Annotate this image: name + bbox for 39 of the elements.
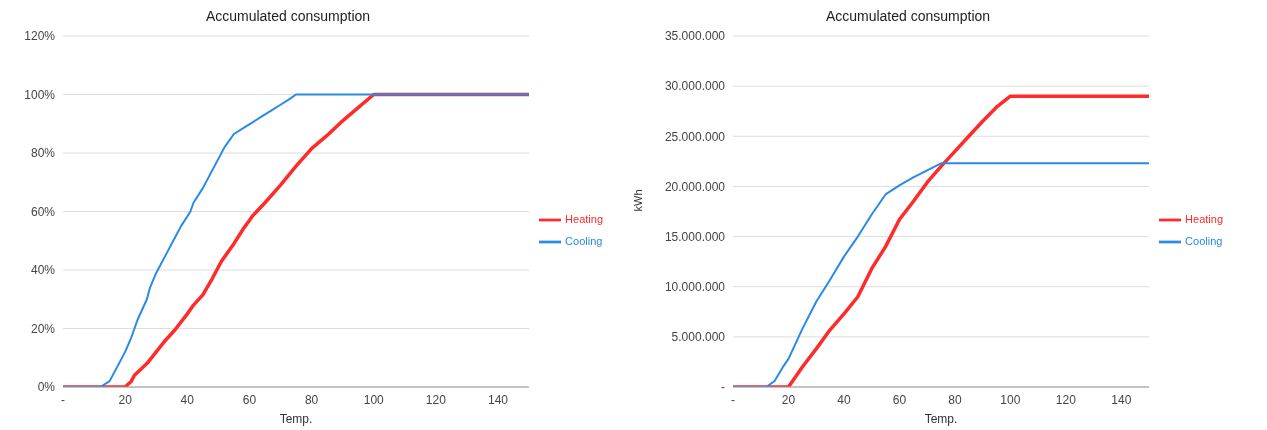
y-tick-label: 120% xyxy=(24,29,56,44)
x-tick-label: 120 xyxy=(425,392,447,407)
legend-label: Heating xyxy=(1185,212,1223,225)
x-tick-label: 120 xyxy=(1055,392,1077,407)
y-tick-label: 30.000.000 xyxy=(664,79,726,94)
x-tick-label: 80 xyxy=(948,392,962,407)
legend-label: Heating xyxy=(565,212,603,225)
x-tick-label: 100 xyxy=(363,392,385,407)
x-tick-label: 20 xyxy=(118,392,133,407)
y-tick-label: 100% xyxy=(24,87,56,102)
x-tick-label: 80 xyxy=(304,392,319,407)
y-tick-label: 10.000.000 xyxy=(664,279,726,294)
legend-label: Cooling xyxy=(1185,234,1223,247)
chart-title: Accumulated consumption xyxy=(824,8,992,26)
x-axis-title: Temp. xyxy=(279,412,313,426)
chart-title: Accumulated consumption xyxy=(204,8,372,26)
y-tick-label: 25.000.000 xyxy=(664,129,726,144)
legend-label: Cooling xyxy=(565,234,603,247)
y-axis-title: kWh xyxy=(631,189,644,212)
y-tick-label: 80% xyxy=(30,146,56,161)
y-tick-label: 0% xyxy=(37,380,56,395)
x-tick-label: 40 xyxy=(837,392,851,407)
y-tick-label: 15.000.000 xyxy=(664,229,726,244)
y-tick-label: 35.000.000 xyxy=(664,29,726,44)
y-tick-label: 20% xyxy=(30,321,56,336)
y-tick-label: 60% xyxy=(30,204,56,219)
x-tick-label: 140 xyxy=(487,392,509,407)
x-tick-label: 140 xyxy=(1111,392,1132,407)
x-tick-label: 60 xyxy=(892,392,907,407)
x-tick-label: 40 xyxy=(180,392,195,407)
y-tick-label: - xyxy=(721,380,725,395)
y-tick-label: 20.000.000 xyxy=(664,179,726,194)
x-tick-label: 60 xyxy=(242,392,257,407)
y-tick-label: 40% xyxy=(30,263,56,278)
x-tick-label: 100 xyxy=(1000,392,1021,407)
x-axis-title: Temp. xyxy=(924,412,958,426)
line-series xyxy=(733,94,1150,387)
x-tick-label: 20 xyxy=(781,392,796,407)
y-tick-label: 5.000.000 xyxy=(671,330,726,345)
